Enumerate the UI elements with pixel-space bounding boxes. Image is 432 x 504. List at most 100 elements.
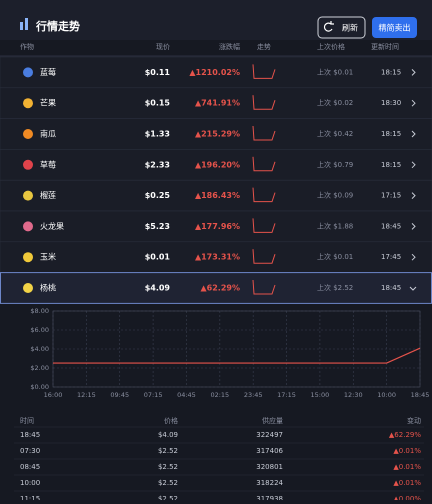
row[interactable] [0,210,432,243]
history-cell: 320801 [256,463,283,471]
crop-name: 南瓜 [40,129,56,139]
change: ▲173.31% [195,253,240,262]
column-header: 作物 [20,42,34,51]
header-bar [0,0,432,40]
chevron[interactable] [411,130,416,138]
update-time: 18:45 [381,222,401,230]
crop-name: 火龙果 [40,221,64,231]
row[interactable] [0,87,432,119]
row[interactable] [0,56,432,89]
price: $0.01 [145,253,171,262]
history-cell: ▲0.01% [393,463,421,471]
sparkline [252,249,276,264]
crop-icon [23,67,33,78]
history-cell: ▲0.01% [393,447,421,455]
row[interactable] [0,179,432,212]
title-icon [25,18,28,30]
last-price: 上次 $1.88 [317,221,353,230]
column-header: 涨跌幅 [219,42,240,51]
history-cell: $2.52 [158,463,178,471]
history-cell: 18:45 [20,431,40,439]
update-time: 17:45 [381,253,401,261]
chevron[interactable] [411,99,416,107]
history-cell: ▲0.00% [393,495,421,500]
x-tick-label: 04:45 [177,391,196,399]
history-cell: $2.52 [158,447,178,455]
y-tick-label: $0.00 [30,383,49,391]
price: $0.25 [145,191,171,200]
update-time: 18:15 [381,130,401,138]
price: $1.33 [145,130,170,139]
history-cell: 07:30 [20,447,40,455]
history-cell: $2.52 [158,479,178,487]
crop-name: 芒果 [40,98,56,108]
title: 行情走势 [35,19,80,33]
sell-button[interactable] [372,17,417,38]
last-price: 上次 $0.09 [317,191,353,200]
column-header: 走势 [257,42,271,51]
price: $4.09 [145,284,171,293]
price: $0.11 [145,68,171,77]
history-cell: $2.52 [158,495,178,500]
crop-icon [23,190,33,201]
change: ▲215.29% [195,130,240,139]
history-header: 时间 [20,416,34,425]
crop-name: 草莓 [40,159,56,169]
x-tick-label: 16:00 [44,391,63,399]
chevron[interactable] [411,253,416,261]
update-time: 18:45 [381,284,401,292]
chevron[interactable] [411,69,416,76]
chevron[interactable] [411,161,416,169]
last-price: 上次 $0.01 [317,252,353,261]
crop-name: 玉米 [40,252,56,262]
x-tick-label: 15:00 [311,391,330,399]
refresh-button[interactable] [317,16,366,39]
history-cell: 08:45 [20,463,40,471]
chevron[interactable] [411,223,416,230]
x-tick-label: 12:15 [77,391,96,399]
chevron[interactable] [411,192,416,199]
crop-icon [23,252,33,263]
refresh-label: 刷新 [342,23,358,33]
crop-name: 榴莲 [40,190,56,200]
last-price: 上次 $0.79 [317,160,353,169]
price-line [53,347,421,364]
crop-icon [23,98,33,109]
last-price: 上次 $0.01 [317,67,353,76]
chevron[interactable] [409,286,417,291]
price: $5.23 [145,222,170,231]
y-tick-label: $4.00 [30,345,49,353]
y-tick-label: $6.00 [30,326,49,334]
history-header: 变动 [407,416,421,425]
title-icon [20,22,23,30]
y-tick-label: $8.00 [30,307,49,315]
history-cell: 11:15 [20,495,40,500]
x-tick-label: 12:30 [344,391,363,399]
update-time: 17:15 [381,192,401,200]
row[interactable] [0,272,432,304]
row[interactable] [0,118,432,150]
crop-icon [23,129,33,139]
x-tick-label: 02:15 [210,391,229,399]
x-tick-label: 17:15 [277,391,296,399]
sparkline [252,64,276,79]
sparkline [252,95,276,110]
change: ▲177.96% [195,222,240,231]
change: ▲186.43% [195,191,240,200]
sell-label: 精简卖出 [379,23,411,33]
chart-panel [0,303,432,410]
change: ▲741.91% [195,99,240,108]
x-tick-label: 07:15 [144,391,163,399]
x-tick-label: 23:45 [244,391,263,399]
crop-icon [23,159,33,170]
last-price: 上次 $0.02 [317,98,353,107]
history-cell: ▲0.01% [393,479,421,487]
plot-frame [52,310,421,388]
price: $2.33 [145,160,170,169]
history-cell: $4.09 [158,431,178,439]
x-tick-label: 10:00 [377,391,396,399]
history-cell: 318224 [256,479,283,487]
sparkline [252,125,276,141]
